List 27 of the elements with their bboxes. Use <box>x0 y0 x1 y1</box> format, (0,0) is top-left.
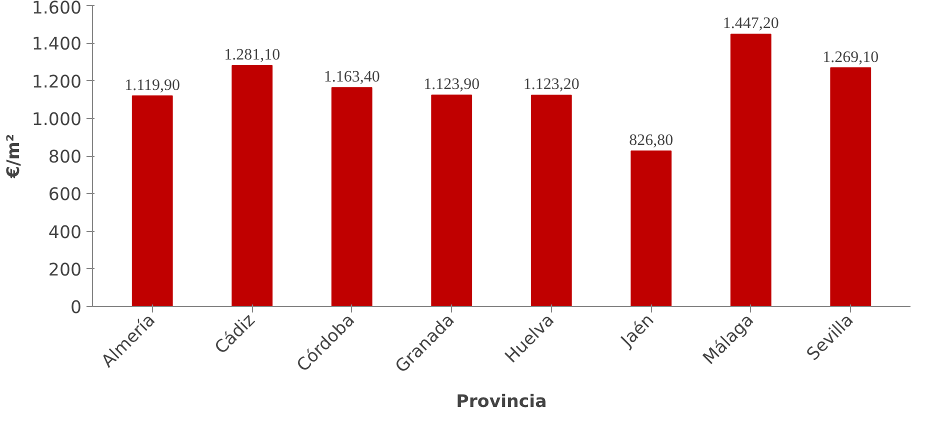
data-label: 1.123,90 <box>424 76 480 94</box>
y-tick-label: 400 <box>48 222 82 243</box>
bar <box>630 150 672 306</box>
bar <box>530 94 572 306</box>
bar <box>830 67 872 306</box>
y-tick-label: 1.200 <box>32 72 82 92</box>
y-tick-label: 0 <box>70 298 82 318</box>
x-axis-title: Provincia <box>456 392 547 412</box>
y-tick-label: 200 <box>48 260 82 280</box>
bar <box>431 94 472 306</box>
data-label: 1.119,90 <box>124 76 180 94</box>
y-tick-label: 800 <box>48 148 82 168</box>
y-axis-title: €/m² <box>4 134 24 180</box>
data-label: 1.269,10 <box>822 48 879 66</box>
y-tick-label: 1.600 <box>32 0 82 18</box>
bar <box>232 64 273 306</box>
data-label: 1.447,20 <box>722 15 779 32</box>
data-label: 1.281,10 <box>224 46 280 64</box>
y-tick-label: 1.400 <box>32 34 82 55</box>
y-tick-label: 1.000 <box>32 110 82 130</box>
bar <box>331 87 372 306</box>
y-tick-label: 600 <box>48 185 82 206</box>
bar <box>132 95 173 306</box>
bar <box>730 34 772 306</box>
data-label: 826,80 <box>629 132 674 149</box>
data-label: 1.163,40 <box>324 68 380 86</box>
data-label: 1.123,20 <box>523 76 580 94</box>
